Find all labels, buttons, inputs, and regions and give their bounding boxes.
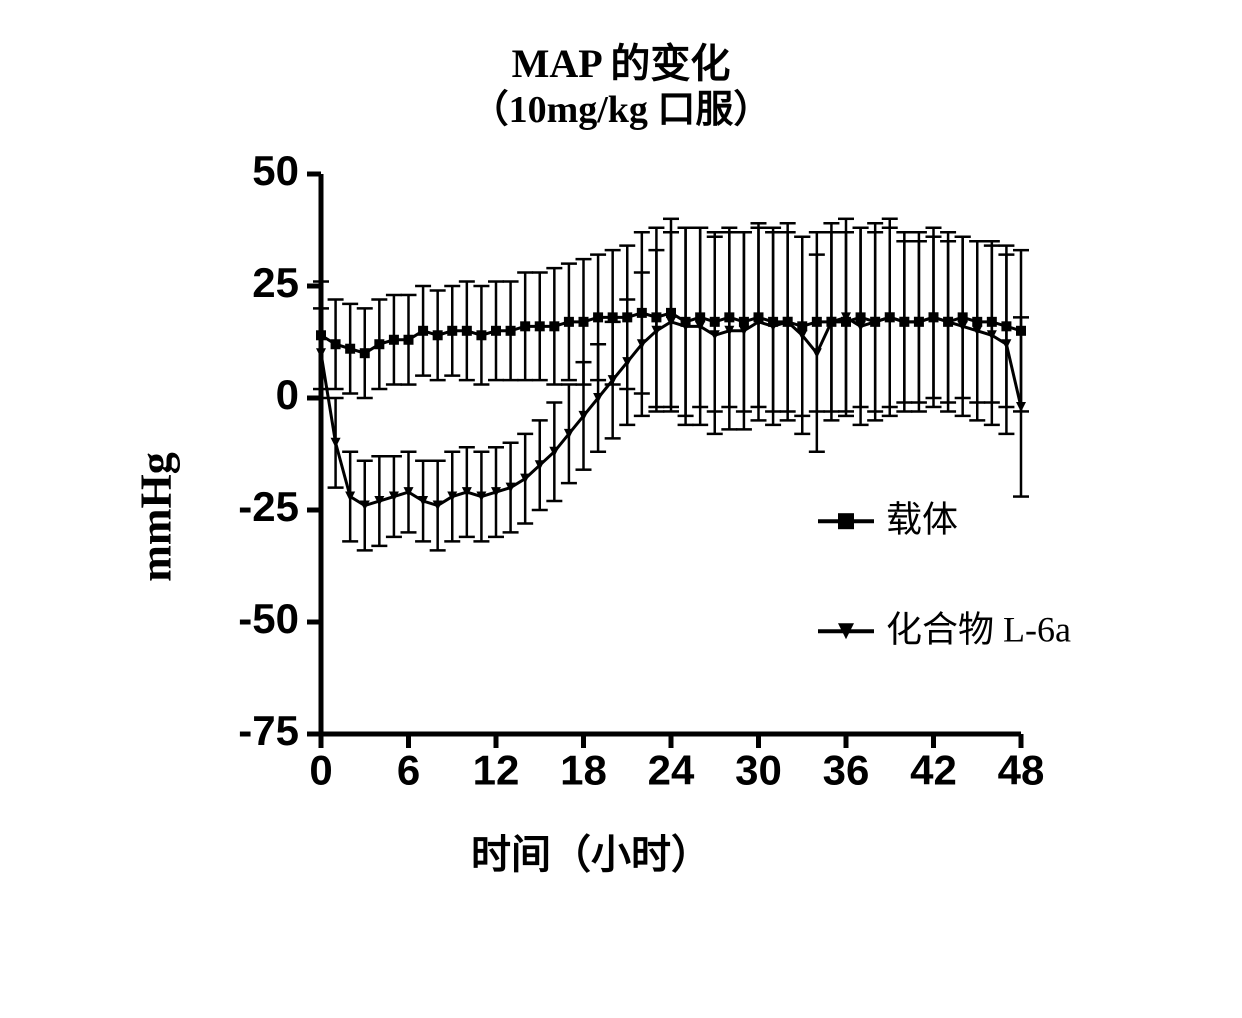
x-tick-label: 6 xyxy=(397,746,420,793)
legend-label: 载体 xyxy=(886,499,958,539)
x-tick-label: 18 xyxy=(560,746,607,793)
legend-label: 化合物 L-6a xyxy=(886,609,1071,649)
y-tick-label: -50 xyxy=(238,595,299,642)
x-axis-label: 时间（小时） xyxy=(211,822,971,880)
y-tick-label: 0 xyxy=(276,371,299,418)
x-tick-label: 48 xyxy=(998,746,1045,793)
y-tick-label: 25 xyxy=(252,259,299,306)
y-tick-label: 50 xyxy=(252,154,299,194)
legend: 载体化合物 L-6a xyxy=(818,499,1071,649)
y-tick-label: -25 xyxy=(238,483,299,530)
x-tick-label: 36 xyxy=(823,746,870,793)
chart-title-line2: （10mg/kg 口服） xyxy=(71,88,1171,134)
chart-title-line1: MAP 的变化 xyxy=(71,40,1171,88)
x-tick-label: 0 xyxy=(309,746,332,793)
y-axis-label: mmHg xyxy=(130,452,181,582)
map-change-chart: MAP 的变化 （10mg/kg 口服） mmHg -75 -50 -25 0 25 50… xyxy=(71,40,1171,880)
x-tick-label: 24 xyxy=(648,746,695,793)
plot-svg: -75 -50 -25 0 25 50 0 6 12 18 24 30 36 42 48 载体化合物 L-6a xyxy=(211,154,1242,804)
x-tick-label: 12 xyxy=(473,746,520,793)
x-tick-label: 30 xyxy=(735,746,782,793)
x-tick-label: 42 xyxy=(910,746,957,793)
plot-area: mmHg -75-50-25025500612182430364248载体化合物… xyxy=(211,154,971,880)
chart-title: MAP 的变化 （10mg/kg 口服） xyxy=(71,40,1171,134)
y-tick-label: -75 xyxy=(238,707,299,754)
